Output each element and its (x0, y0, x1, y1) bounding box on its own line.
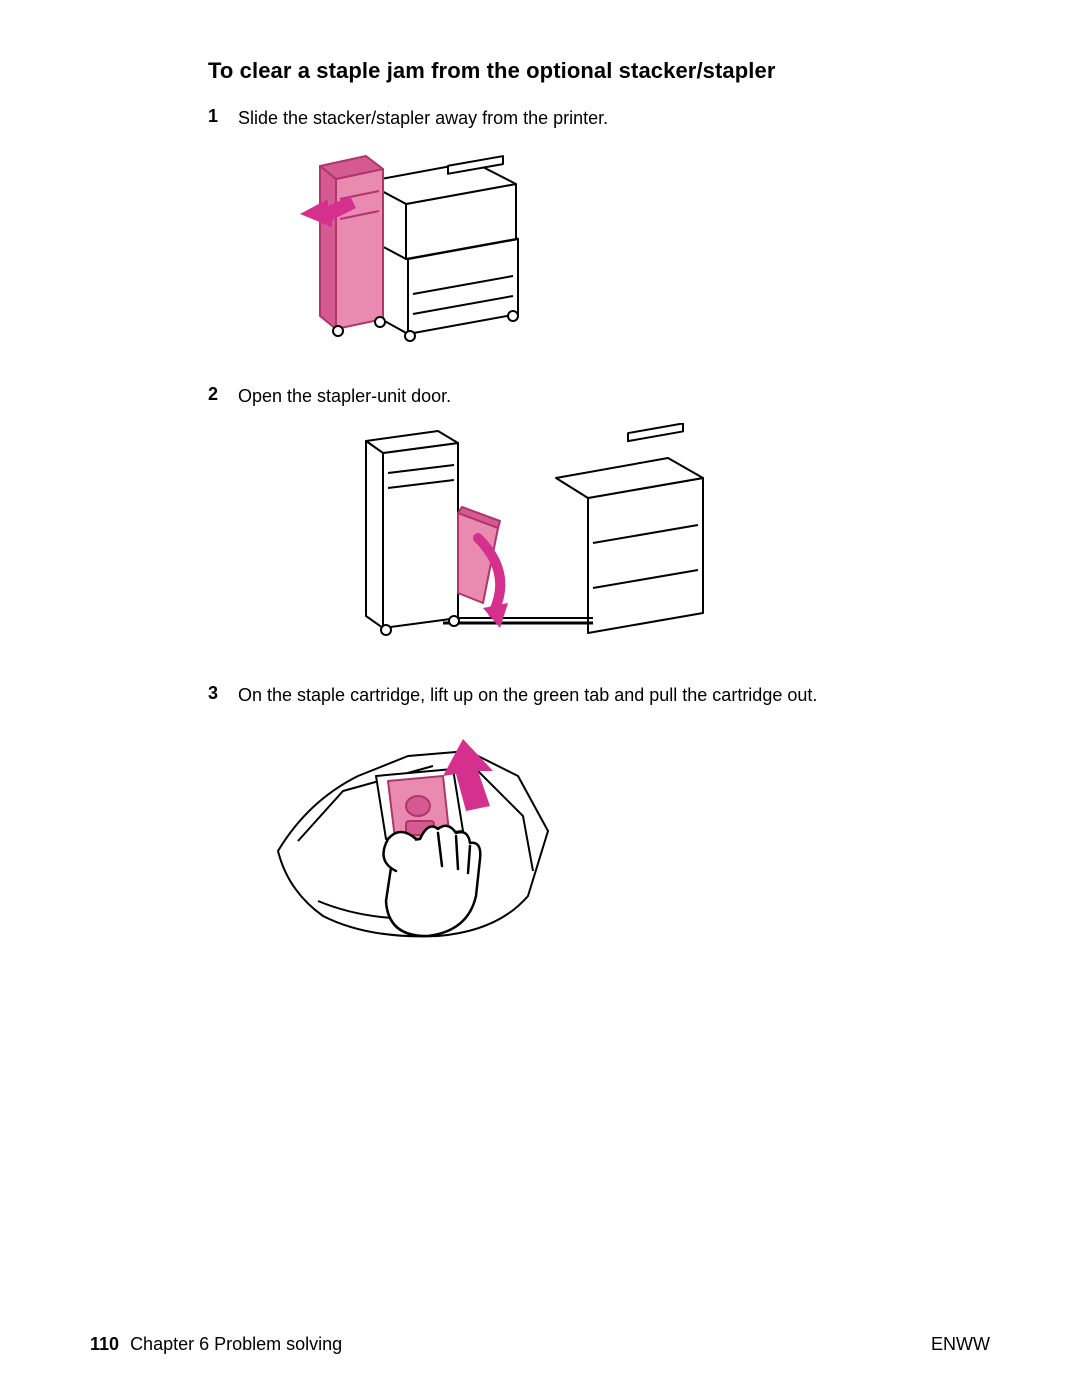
footer-left: 110 Chapter 6 Problem solving (90, 1334, 342, 1355)
step-2: 2 Open the stapler-unit door. (208, 384, 990, 408)
figure-1 (288, 144, 990, 354)
chapter-label: Chapter 6 Problem solving (130, 1334, 342, 1354)
step-3: 3 On the staple cartridge, lift up on th… (208, 683, 990, 707)
page-number: 110 (90, 1334, 119, 1354)
step-3-number: 3 (208, 683, 238, 704)
step-1-text: Slide the stacker/stapler away from the … (238, 106, 608, 130)
step-1-number: 1 (208, 106, 238, 127)
figure-3 (268, 721, 990, 951)
step-2-text: Open the stapler-unit door. (238, 384, 451, 408)
document-page: To clear a staple jam from the optional … (0, 0, 1080, 1397)
figure-2 (328, 423, 990, 653)
footer-right: ENWW (931, 1334, 990, 1355)
section-title: To clear a staple jam from the optional … (208, 58, 990, 84)
page-footer: 110 Chapter 6 Problem solving ENWW (0, 1334, 1080, 1355)
step-3-text: On the staple cartridge, lift up on the … (238, 683, 817, 707)
step-2-number: 2 (208, 384, 238, 405)
step-1: 1 Slide the stacker/stapler away from th… (208, 106, 990, 130)
